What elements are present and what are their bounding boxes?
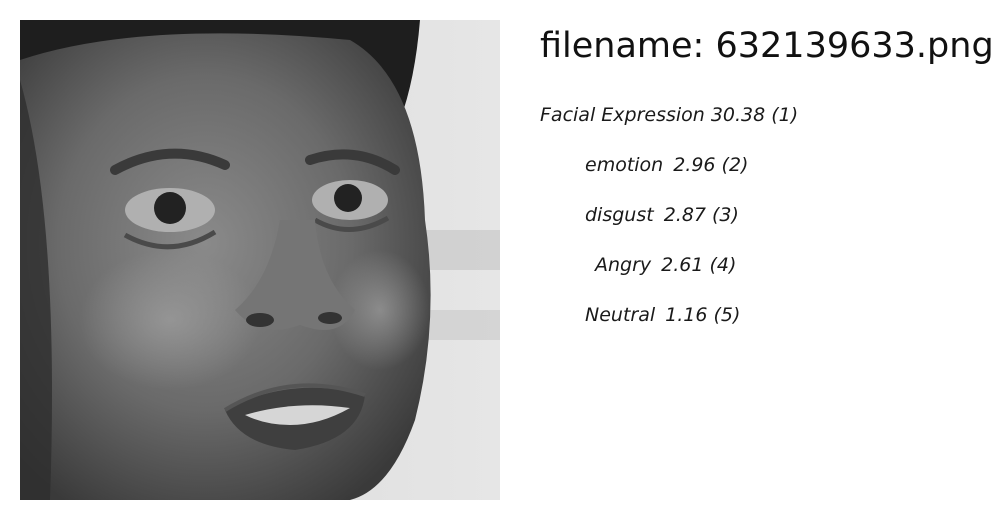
label-row: Neutral 1.16 (5) bbox=[585, 302, 740, 328]
label-name: Facial Expression bbox=[540, 104, 705, 126]
label-rank: (5) bbox=[713, 304, 741, 326]
label-row: Angry 2.61 (4) bbox=[595, 252, 736, 278]
label-rank: (3) bbox=[712, 204, 739, 226]
label-name: Neutral bbox=[585, 304, 656, 326]
label-rank: (1) bbox=[771, 104, 799, 126]
label-row: emotion 2.96 (2) bbox=[585, 152, 748, 178]
label-score: 2.87 bbox=[663, 204, 707, 226]
label-name: emotion bbox=[585, 154, 664, 176]
label-name: Angry bbox=[595, 254, 652, 276]
label-score: 30.38 bbox=[710, 104, 766, 126]
label-score: 2.96 bbox=[673, 154, 716, 176]
filename-title: filename: 632139633.png bbox=[540, 22, 994, 70]
filename-label: filename: bbox=[540, 26, 705, 66]
label-score: 2.61 bbox=[661, 254, 704, 276]
filename-value: 632139633.png bbox=[715, 26, 994, 66]
label-rank: (2) bbox=[721, 154, 749, 176]
label-row: disgust 2.87 (3) bbox=[585, 202, 739, 228]
label-rank: (4) bbox=[709, 254, 737, 276]
face-image bbox=[20, 20, 500, 500]
label-name: disgust bbox=[585, 204, 654, 226]
label-score: 1.16 bbox=[665, 304, 708, 326]
face-photo bbox=[20, 20, 500, 500]
label-row: Facial Expression 30.38 (1) bbox=[540, 102, 798, 128]
